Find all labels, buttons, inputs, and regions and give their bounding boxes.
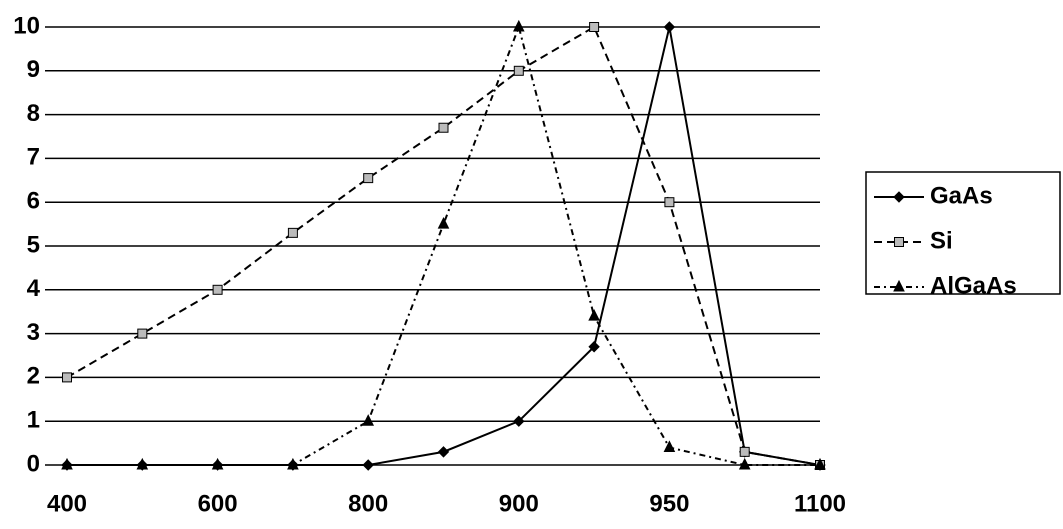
point-marker (514, 66, 523, 75)
y-tick-label: 2 (27, 363, 40, 390)
point-marker (589, 310, 599, 320)
point-marker (288, 228, 297, 237)
point-marker (664, 22, 674, 32)
legend-marker (895, 238, 904, 247)
y-tick-label: 9 (27, 56, 40, 83)
point-marker (439, 447, 449, 457)
chart: 0 1 2 3 4 5 6 7 8 9 10 400 600 800 900 950 1100 GaAs Si AlG… (0, 0, 1063, 529)
point-marker (213, 285, 222, 294)
x-tick-label: 400 (47, 490, 87, 517)
y-tick-label: 1 (27, 407, 40, 434)
x-tick-label: 800 (348, 490, 388, 517)
y-tick-label: 4 (27, 275, 41, 302)
legend-label: GaAs (930, 182, 993, 209)
point-marker (740, 447, 749, 456)
y-tick-label: 3 (27, 319, 40, 346)
point-marker (363, 415, 373, 425)
y-tick-label: 7 (27, 144, 40, 171)
x-tick-label: 600 (198, 490, 238, 517)
point-marker (590, 23, 599, 32)
point-marker (138, 329, 147, 338)
point-marker (439, 218, 449, 228)
point-marker (665, 198, 674, 207)
point-marker (363, 460, 373, 470)
legend-label: AlGaAs (930, 272, 1017, 299)
y-tick-label: 0 (27, 450, 40, 477)
x-tick-label: 1100 (794, 490, 846, 517)
y-tick-label: 10 (13, 12, 40, 39)
legend-label: Si (930, 227, 953, 254)
point-marker (514, 21, 524, 31)
point-marker (364, 174, 373, 183)
point-marker (439, 123, 448, 132)
y-tick-label: 6 (27, 188, 40, 215)
x-tick-label: 950 (649, 490, 689, 517)
point-marker (63, 373, 72, 382)
x-tick-label: 900 (499, 490, 539, 517)
y-tick-label: 5 (27, 231, 40, 258)
y-tick-label: 8 (27, 100, 40, 127)
